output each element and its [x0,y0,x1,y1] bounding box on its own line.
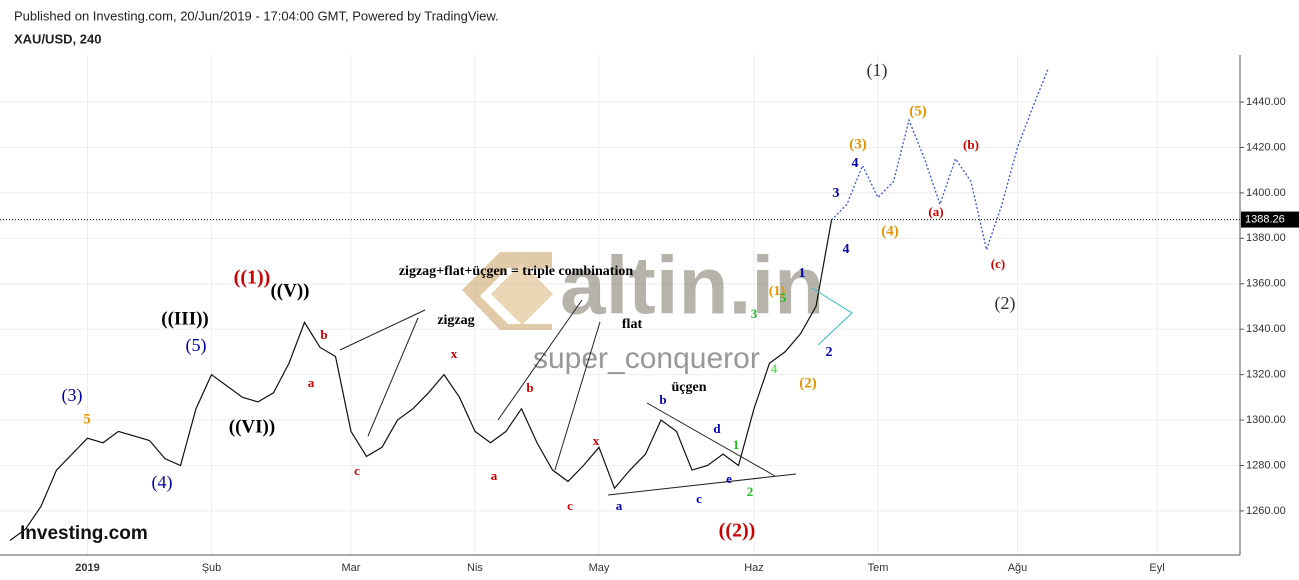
y-tick-label: 1420.00 [1246,141,1286,153]
last-price-label: 1388.26 [1245,213,1285,225]
wave-label: a [308,375,315,390]
triangle-projection [811,287,853,346]
wave-label: (5) [186,335,207,356]
grid [0,55,1240,555]
wave-label: (a) [928,204,943,219]
wave-label: 4 [771,361,778,376]
wave-label: b [659,392,666,407]
pointer-line [339,309,426,351]
y-tick-label: 1320.00 [1246,369,1286,381]
wave-label: (3) [62,385,83,406]
wave-label: a [491,468,498,483]
wave-label: ((V)) [270,280,309,301]
x-tick-label: Mar [342,562,361,574]
plot [0,67,1240,541]
wave-label: üçgen [672,380,707,395]
wave-label: d [713,421,721,436]
axis-labels: 1260.00 1280.00 1300.00 1320.00 1340.00 1360.… [75,96,1299,574]
wave-label: (4) [152,472,173,493]
wave-label: 5 [780,290,787,305]
wave-label: (1) [769,284,786,299]
x-tick-label: Ağu [1008,562,1028,574]
annotations: (1) (5) (3) 4 (b) 3 (a) (4) 4 (c) ((1)) zigzag+flat… [62,60,1016,541]
wave-label: zigzag+flat+üçgen = triple combination [399,264,634,279]
pointer-line [367,317,419,437]
price-line [9,220,833,541]
watermark-brand: altin.in [560,241,824,332]
wave-label: flat [622,317,643,332]
x-tick-label: Eyl [1149,562,1164,574]
x-tick-label: 2019 [75,562,99,574]
wave-label: x [593,433,600,448]
x-tick-label: Tem [868,562,889,574]
y-tick-label: 1380.00 [1246,232,1286,244]
wave-label: (2) [799,375,817,391]
pointer-line [554,321,601,471]
wave-label: c [567,498,573,513]
wave-label: (2) [995,293,1016,314]
trendline [607,473,797,496]
wave-label: 3 [833,186,840,201]
x-tick-label: Nis [467,562,483,574]
wave-label: (c) [991,256,1005,271]
watermark: altin.in super_conqueror [462,241,824,375]
wave-label: b [320,327,327,342]
symbol: XAU/USD, 240 [14,31,101,46]
wave-label: ((VI)) [229,416,275,437]
published-note: Published on Investing.com, 20/Jun/2019 … [14,8,499,23]
wave-label: 1 [799,266,806,281]
wave-label: 4 [843,242,850,257]
wave-label: (4) [881,223,899,239]
wave-label: 2 [826,345,833,360]
x-tick-label: Haz [744,562,764,574]
wave-label: ((III)) [161,308,209,329]
wave-label: b [526,380,533,395]
wave-label: ((1)) [234,267,271,289]
wave-label: c [696,491,702,506]
y-tick-label: 1340.00 [1246,323,1286,335]
watermark-logo [490,262,554,326]
trendlines [339,299,797,496]
wave-label: 5 [83,411,91,427]
wave-label: a [616,498,623,513]
x-tick-label: Şub [202,562,222,574]
wave-label: c [354,463,360,478]
wave-label: 3 [751,306,758,321]
watermark-logo [462,252,552,330]
wave-label: zigzag [437,313,474,328]
pointer-line [497,299,583,421]
wave-label: (1) [867,60,888,81]
x-tick-label: May [589,562,610,574]
wave-label: (5) [909,103,927,119]
wave-label: (b) [963,137,979,152]
y-tick-label: 1280.00 [1246,459,1286,471]
wave-label: 1 [733,437,740,452]
y-tick-label: 1300.00 [1246,414,1286,426]
wave-label: ((2)) [719,520,756,542]
wave-label: e [726,471,732,486]
wave-label: 4 [852,156,859,171]
wave-label: x [451,346,458,361]
wave-label: (3) [849,136,867,152]
y-tick-label: 1360.00 [1246,278,1286,290]
last-price-box [1241,211,1299,228]
y-tick-label: 1440.00 [1246,96,1286,108]
wave-label: 2 [747,484,754,499]
trendline [646,402,776,477]
watermark-author: super_conqueror [533,342,760,375]
y-tick-label: 1400.00 [1246,187,1286,199]
investing-logo: Investing.com [20,523,148,544]
y-tick-label: 1260.00 [1246,505,1286,517]
